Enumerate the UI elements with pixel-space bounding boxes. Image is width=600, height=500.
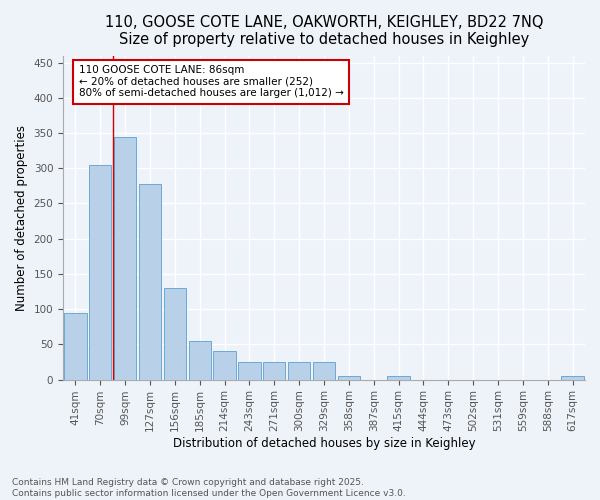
Bar: [263, 362, 286, 380]
X-axis label: Distribution of detached houses by size in Keighley: Distribution of detached houses by size …: [173, 437, 475, 450]
Bar: [164, 288, 186, 380]
Y-axis label: Number of detached properties: Number of detached properties: [15, 124, 28, 310]
Text: 110 GOOSE COTE LANE: 86sqm
← 20% of detached houses are smaller (252)
80% of sem: 110 GOOSE COTE LANE: 86sqm ← 20% of deta…: [79, 65, 344, 98]
Bar: [89, 164, 112, 380]
Bar: [562, 376, 584, 380]
Bar: [214, 352, 236, 380]
Bar: [313, 362, 335, 380]
Bar: [288, 362, 310, 380]
Bar: [388, 376, 410, 380]
Title: 110, GOOSE COTE LANE, OAKWORTH, KEIGHLEY, BD22 7NQ
Size of property relative to : 110, GOOSE COTE LANE, OAKWORTH, KEIGHLEY…: [105, 15, 543, 48]
Bar: [114, 136, 136, 380]
Bar: [238, 362, 260, 380]
Bar: [188, 341, 211, 380]
Bar: [338, 376, 360, 380]
Bar: [139, 184, 161, 380]
Bar: [64, 312, 86, 380]
Text: Contains HM Land Registry data © Crown copyright and database right 2025.
Contai: Contains HM Land Registry data © Crown c…: [12, 478, 406, 498]
